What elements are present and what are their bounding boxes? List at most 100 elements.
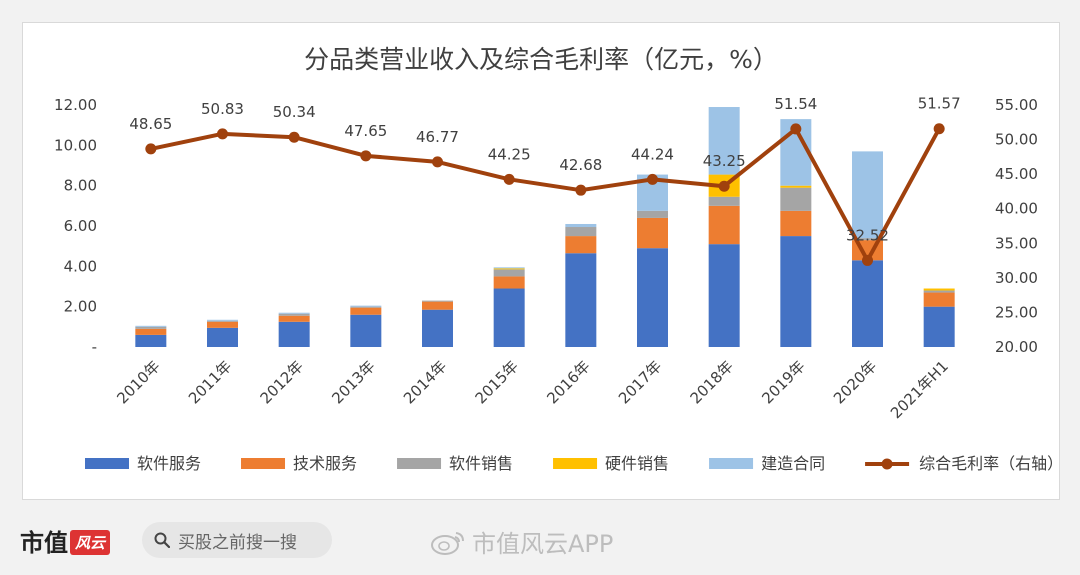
gross-margin-label: 32.52 xyxy=(846,226,889,244)
brand-seal: 风云 xyxy=(70,530,111,555)
x-tick-label: 2017年 xyxy=(615,357,665,407)
left-tick-label: - xyxy=(92,338,97,356)
gross-margin-point xyxy=(933,123,945,135)
right-tick-label: 45.00 xyxy=(995,165,1038,183)
bar-segment xyxy=(135,326,167,329)
bar-segment xyxy=(565,236,597,254)
bar-segment xyxy=(852,260,883,347)
legend-label: 建造合同 xyxy=(761,454,825,473)
legend-label: 综合毛利率（右轴） xyxy=(919,454,1059,473)
gross-margin-label: 50.83 xyxy=(201,100,244,118)
bar-segment xyxy=(135,334,167,347)
chart-svg: 分品类营业收入及综合毛利率（亿元，%） - 2.00 4.00 6.00 8.00 10.… xyxy=(54,45,1059,473)
right-tick-label: 40.00 xyxy=(995,200,1038,218)
bar-segment xyxy=(708,107,740,175)
bar-segment xyxy=(852,151,883,239)
gross-margin-label: 48.65 xyxy=(129,115,172,133)
bar-segment xyxy=(422,300,453,302)
bar-segment xyxy=(637,210,668,218)
x-tick-label: 2020年 xyxy=(830,357,880,407)
bar-segment xyxy=(565,227,597,237)
bar-segment xyxy=(207,320,238,322)
chart-card: 分品类营业收入及综合毛利率（亿元，%） - 2.00 4.00 6.00 8.00 10.… xyxy=(22,22,1060,500)
bar-segment xyxy=(493,268,525,270)
gross-margin-point xyxy=(145,143,157,155)
gross-margin-point xyxy=(647,173,658,185)
bar-segment xyxy=(780,187,812,211)
bar-segment xyxy=(350,305,382,307)
brand-logo[interactable]: 市值 风云 xyxy=(20,523,111,558)
x-tick-label: 2018年 xyxy=(687,357,737,407)
x-tick-label: 2019年 xyxy=(758,357,808,407)
chart-title: 分品类营业收入及综合毛利率（亿元，%） xyxy=(304,45,778,74)
x-tick-label: 2016年 xyxy=(543,357,593,407)
gross-margin-point xyxy=(503,173,515,185)
search-pill[interactable]: 买股之前搜一搜 xyxy=(142,522,332,558)
bar-segment xyxy=(350,307,382,315)
bar-segment xyxy=(350,306,382,308)
legend-label: 软件销售 xyxy=(449,454,513,473)
bar-series-group xyxy=(135,107,955,347)
x-tick-label: 2011年 xyxy=(185,357,235,407)
gross-margin-label: 50.34 xyxy=(273,103,316,121)
gross-margin-point xyxy=(790,123,802,135)
bar-segment xyxy=(565,223,597,228)
left-tick-label: 10.00 xyxy=(54,136,97,154)
bar-segment xyxy=(780,210,812,237)
legend-swatch xyxy=(397,458,442,469)
bar-segment xyxy=(278,321,310,347)
right-tick-label: 50.00 xyxy=(995,131,1038,149)
bar-segment xyxy=(135,325,167,327)
watermark-text: 市值风云APP xyxy=(472,530,614,558)
gross-margin-point xyxy=(432,156,443,168)
bar-segment xyxy=(923,292,955,307)
gross-margin-line xyxy=(150,126,941,263)
bar-segment xyxy=(422,301,453,310)
right-tick-label: 30.00 xyxy=(995,269,1038,287)
search-icon xyxy=(154,532,170,548)
bar-segment xyxy=(493,288,525,347)
bar-segment xyxy=(923,290,955,293)
left-tick-label: 4.00 xyxy=(64,257,97,275)
bar-segment xyxy=(207,321,238,328)
x-axis-labels: 2010年 2011年 2012年 2013年 2014年 2015年 2016年 2017年… xyxy=(113,357,952,422)
gross-margin-label: 44.24 xyxy=(631,145,674,163)
gross-margin-label: 46.77 xyxy=(416,128,459,146)
legend-label: 技术服务 xyxy=(293,454,357,473)
gross-margin-label: 51.54 xyxy=(774,95,817,113)
right-tick-label: 20.00 xyxy=(995,338,1038,356)
bar-segment xyxy=(135,328,167,335)
bar-segment xyxy=(493,267,525,269)
bar-segment xyxy=(637,248,668,347)
x-tick-label: 2013年 xyxy=(328,357,378,407)
left-tick-label: 12.00 xyxy=(54,96,97,114)
left-tick-label: 6.00 xyxy=(64,217,97,235)
bar-segment xyxy=(923,306,955,347)
bar-segment xyxy=(708,244,740,347)
gross-margin-point xyxy=(575,184,587,196)
gross-margin-label: 51.57 xyxy=(918,95,961,113)
legend-swatch xyxy=(241,458,286,469)
left-axis-ticks: - 2.00 4.00 6.00 8.00 10.00 12.00 xyxy=(54,96,97,356)
bar-segment xyxy=(350,314,382,347)
gross-margin-label: 42.68 xyxy=(559,156,602,174)
legend: 软件服务 技术服务 软件销售 硬件销售 建造合同 综合毛利率（右轴） xyxy=(85,454,1059,473)
bar-segment xyxy=(207,319,238,321)
gross-margin-point xyxy=(217,128,228,140)
watermark-app: 市值风云APP xyxy=(430,524,613,559)
legend-label: 硬件销售 xyxy=(605,454,669,473)
x-tick-label: 2012年 xyxy=(257,357,307,407)
x-tick-label: 2010年 xyxy=(113,357,163,407)
legend-swatch xyxy=(553,458,598,469)
gross-margin-point xyxy=(862,254,873,266)
left-tick-label: 8.00 xyxy=(64,177,97,195)
bar-segment xyxy=(278,312,310,314)
footer-bar: 市值 风云 买股之前搜一搜 市值风云APP xyxy=(0,510,1080,575)
right-tick-label: 25.00 xyxy=(995,303,1038,321)
bar-segment xyxy=(923,288,955,291)
gross-margin-label: 47.65 xyxy=(344,122,387,140)
bar-segment xyxy=(422,309,453,347)
bar-segment xyxy=(708,205,740,245)
right-axis-ticks: 20.00 25.00 30.00 35.00 40.00 45.00 50.00 55.00 xyxy=(995,96,1038,356)
x-tick-label: 2015年 xyxy=(472,357,522,407)
